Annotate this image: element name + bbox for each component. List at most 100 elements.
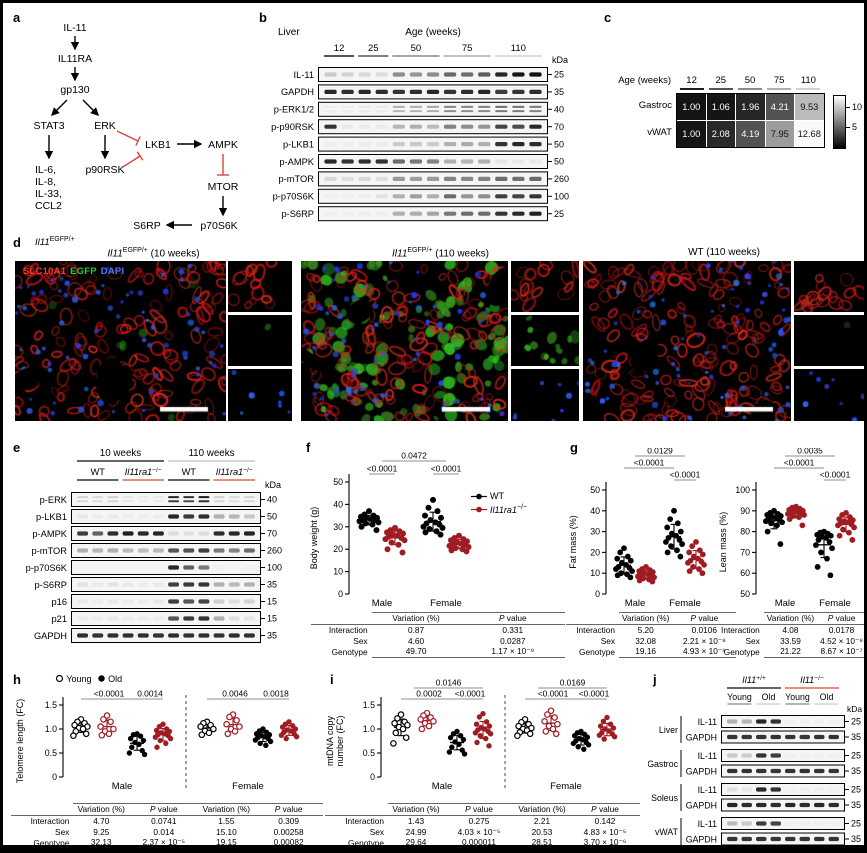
cytokine-il33: IL-33, [35,188,62,200]
blot-band [122,616,134,621]
data-point [197,723,204,730]
blot-band [243,514,255,519]
blot-band [495,176,508,181]
blot-band [358,176,371,181]
kda-value: 50 [554,157,564,167]
blot-band [409,105,423,108]
blot-band [426,176,440,181]
blot-band [228,514,240,519]
data-point [829,545,835,552]
data-point [774,522,780,529]
sex-group-label: Male [112,781,133,792]
genotype-label: Il11−/− [800,675,824,685]
y-tick-label: 0 [52,772,57,782]
blot-band [529,176,542,181]
cytokine-il8: IL-8, [35,176,56,188]
blot-band [77,616,89,621]
blot-band [375,72,388,77]
blot-band [341,110,353,112]
blot-band [243,548,255,553]
blot-band [137,633,149,638]
blot-band [727,821,738,826]
stat-value: 4.52 × 10⁻⁹ [820,635,863,646]
age-underline [679,88,704,90]
blot-band [785,836,796,842]
data-point [139,747,145,754]
blot-protein-label: p-S6RP [281,209,314,219]
data-point [446,542,453,549]
blot-band [426,159,440,164]
data-point [223,720,230,728]
blot-protein-label: GAPDH [686,834,717,844]
blot-band [152,548,164,553]
data-point [97,723,104,730]
blot-band [756,734,767,740]
data-point [584,734,591,740]
tissue-label: Gastroc [648,759,679,769]
data-point [82,730,90,738]
data-point [526,730,534,738]
blot-band [198,531,210,536]
stat-value: 19.16 [619,646,673,659]
y-tick-label: 20 [333,544,343,554]
panel-label-g: g [570,440,578,455]
tissue-label: Soleus [651,793,678,803]
variation-header: Variation (%) [77,804,125,814]
data-point [514,732,521,740]
blot-band [107,599,119,604]
blot-band [341,89,354,94]
blot-band [92,496,104,499]
blot-band [358,72,371,77]
blot-box [71,543,261,558]
genotype-label: Il11ra1−/− [216,467,253,477]
data-point [449,744,455,750]
data-point [438,514,444,521]
blot-band [529,110,542,113]
blot-band [756,719,767,724]
data-point [79,725,87,733]
kda-header: kDa [265,480,281,490]
blot-band [107,500,119,503]
colorbar-label: IL-11/GAPDH (FC) [863,87,867,163]
blot-band [198,599,210,604]
heatmap-cell: 9.53 [795,94,824,120]
data-point [452,739,458,745]
kda-value: 35 [267,631,277,641]
blot-box [318,119,548,135]
y-tick-label: 50 [333,477,343,487]
data-point [205,729,213,737]
sex-group-label: Male [372,598,393,609]
blot-band [512,72,525,77]
data-point [480,710,486,717]
blot-band [409,194,423,199]
blot-band [375,105,388,108]
blot-band [213,548,225,553]
data-point [426,526,433,533]
data-point [624,553,631,560]
data-point [358,523,365,530]
data-point [210,725,217,733]
data-point [487,731,494,737]
data-point [456,741,462,748]
blot-band [213,582,225,587]
micro-merged-wt110w [583,261,791,421]
ph-plot: 0 0.5 1.0 1.5 Telomere length (FC) <0.0001 0.0… [15,689,300,792]
node-mtor: MTOR [208,181,239,193]
blot-band [529,211,542,216]
stat-value: 4.03 × 10⁻⁵ [457,826,501,837]
stat-row-label: Sex [55,826,70,837]
kda-value: 100 [267,563,282,573]
slc10a1-channel-thumb [511,261,579,312]
panel-label-i: i [330,672,334,687]
blot-band [799,734,810,740]
blot-band [409,110,423,113]
node-il11: IL-11 [63,22,86,34]
blot-protein-label: p-mTOR [279,174,315,184]
egfp-channel-thumb [794,315,864,366]
data-point [226,713,233,721]
blot-band [324,194,336,198]
blot-band [137,599,149,604]
data-point [129,744,135,750]
sex-group-label: Female [819,598,851,609]
heatmap-cell: 12.68 [795,121,824,147]
